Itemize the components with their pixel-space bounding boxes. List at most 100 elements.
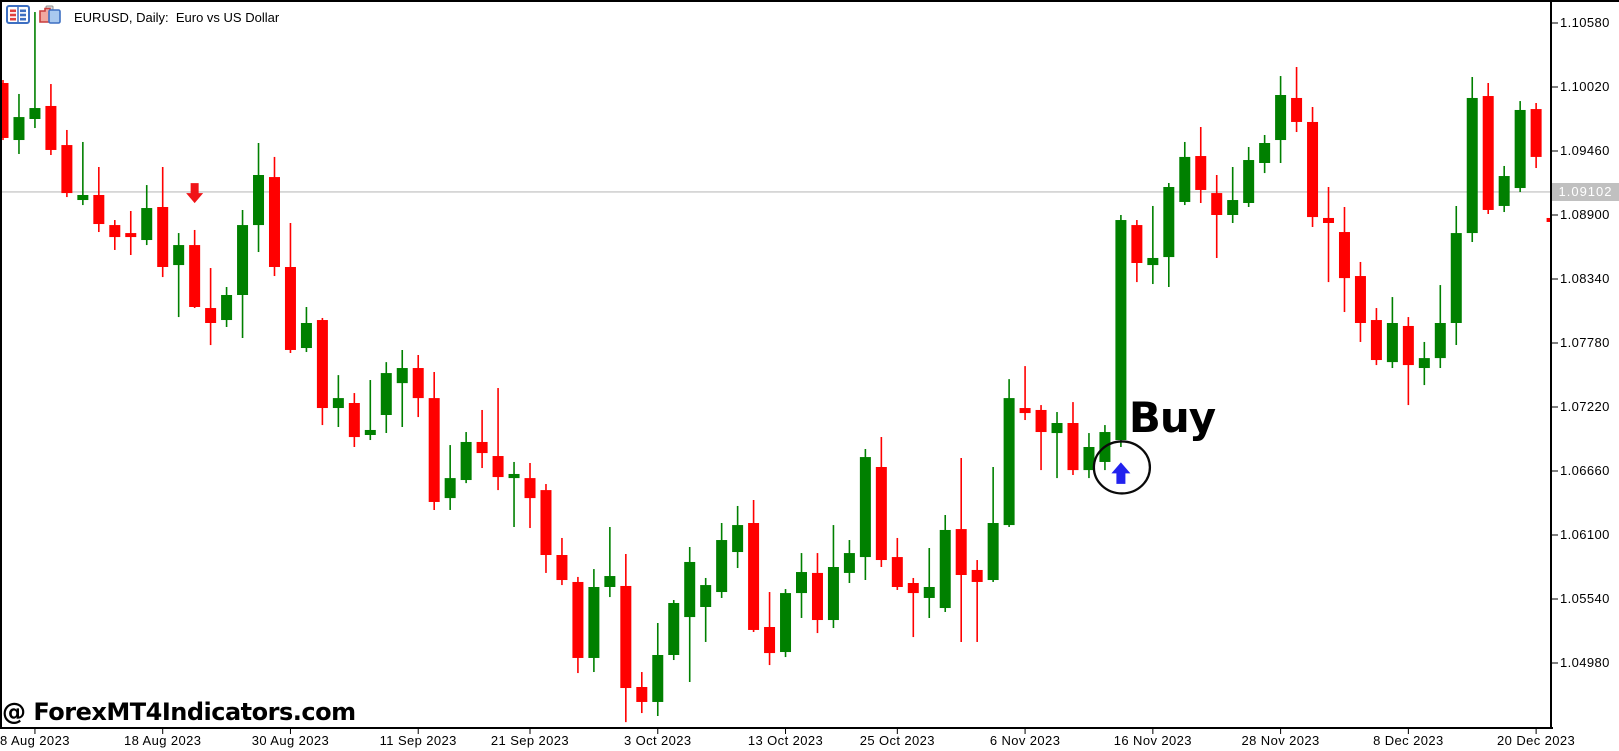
candle-body	[556, 555, 568, 581]
candle-body	[1179, 156, 1191, 202]
candle-body	[1498, 176, 1510, 206]
candle-body	[652, 655, 664, 702]
price-tick-label: 1.06660	[1560, 462, 1610, 478]
candle-body	[173, 245, 185, 266]
candle-body	[476, 441, 488, 454]
candle-body	[253, 175, 265, 226]
price-tick-label: 1.09460	[1560, 143, 1610, 158]
candle-body	[1211, 193, 1223, 215]
candle-body	[1275, 95, 1287, 141]
candle-body	[444, 478, 456, 499]
candle-body	[907, 583, 919, 594]
candle-body	[923, 587, 935, 598]
date-tick-label: 20 Dec 2023	[1497, 733, 1576, 748]
candle-body	[428, 398, 440, 502]
price-tick-label: 1.10020	[1560, 79, 1610, 94]
candle-body	[1530, 109, 1542, 157]
candle-body	[604, 576, 616, 587]
price-tick-label: 1.07220	[1560, 399, 1610, 414]
date-tick-label: 16 Nov 2023	[1113, 733, 1192, 748]
candle-body	[221, 295, 233, 321]
candles-layer	[0, 12, 1551, 723]
buy-signal-circle	[1092, 440, 1152, 495]
market-watch-icon[interactable]	[6, 4, 30, 30]
candle-body	[1067, 423, 1079, 471]
price-tick-label: 1.05540	[1560, 591, 1610, 606]
signal-markers-layer	[186, 183, 1152, 495]
watermark: @ ForexMT4Indicators.com	[2, 698, 356, 726]
candle-body	[13, 117, 25, 141]
candle-body	[748, 523, 760, 630]
candle-body	[524, 478, 536, 499]
candle-body	[1354, 276, 1366, 323]
date-tick-label: 25 Oct 2023	[859, 733, 935, 748]
candle-body	[1131, 225, 1143, 263]
candle-body	[891, 557, 903, 587]
candle-body	[796, 572, 807, 594]
date-tick-label: 30 Aug 2023	[251, 733, 330, 748]
candle-body	[620, 585, 632, 689]
candle-body	[61, 145, 73, 194]
candle-body	[492, 456, 504, 478]
date-tick-label: 8 Aug 2023	[0, 733, 70, 748]
candle-body	[636, 687, 648, 702]
candle-body	[157, 207, 169, 267]
candle-body	[732, 525, 744, 553]
candle-body	[1434, 323, 1446, 359]
candle-body	[1019, 408, 1031, 414]
date-tick-label: 18 Aug 2023	[123, 733, 202, 748]
buy-signal-label: Buy	[1128, 393, 1216, 443]
chart-windows-icon[interactable]	[38, 5, 62, 30]
price-tick-label: 1.04980	[1560, 655, 1610, 670]
date-tick-label: 6 Nov 2023	[989, 733, 1061, 748]
candle-body	[540, 490, 552, 555]
date-tick-label: 11 Sep 2023	[379, 733, 457, 748]
candle-body	[588, 587, 600, 658]
candle-body	[508, 473, 520, 479]
candle-body	[811, 572, 823, 621]
candle-body	[141, 208, 153, 241]
chart-title-bar: EURUSD, Daily: Euro vs US Dollar	[6, 4, 280, 30]
candle-body	[237, 225, 249, 295]
candle-body	[1386, 323, 1398, 363]
chart-frame	[0, 0, 1619, 729]
candle-body	[859, 457, 871, 558]
candle-body	[93, 195, 105, 225]
candle-body	[1450, 233, 1462, 323]
candle-body	[827, 567, 839, 621]
candle-body	[971, 569, 983, 582]
price-tick-label: 1.10580	[1560, 15, 1610, 30]
candle-body	[1482, 96, 1494, 210]
price-tick-label: 1.06100	[1560, 527, 1610, 542]
candle-body	[1003, 398, 1015, 526]
chart-title: EURUSD, Daily: Euro vs US Dollar	[74, 9, 280, 25]
candle-body	[1291, 97, 1303, 122]
candle-body	[1546, 217, 1551, 222]
candle-body	[1083, 446, 1095, 471]
candle-body	[1402, 325, 1414, 366]
candle-body	[1338, 232, 1350, 279]
candle-body	[1195, 156, 1207, 190]
candle-body	[205, 308, 217, 323]
candle-body	[396, 368, 408, 384]
candle-body	[684, 561, 696, 618]
candle-body	[1035, 409, 1047, 433]
candle-body	[77, 195, 89, 201]
date-tick-label: 8 Dec 2023	[1373, 733, 1444, 748]
candle-body	[1163, 187, 1175, 258]
candle-body	[668, 603, 680, 655]
price-tick-label: 1.08900	[1560, 207, 1610, 222]
candle-body	[1051, 423, 1063, 434]
candle-body	[412, 368, 424, 399]
candle-body	[1323, 217, 1335, 223]
candle-body	[29, 108, 41, 119]
date-tick-label: 21 Sep 2023	[490, 733, 570, 748]
candle-body	[843, 553, 855, 573]
candle-body	[1259, 143, 1271, 163]
buy-arrow-icon	[1111, 462, 1131, 484]
candle-body	[1418, 358, 1430, 369]
candle-body	[987, 523, 999, 581]
candle-body	[0, 83, 9, 138]
candle-body	[955, 529, 967, 575]
